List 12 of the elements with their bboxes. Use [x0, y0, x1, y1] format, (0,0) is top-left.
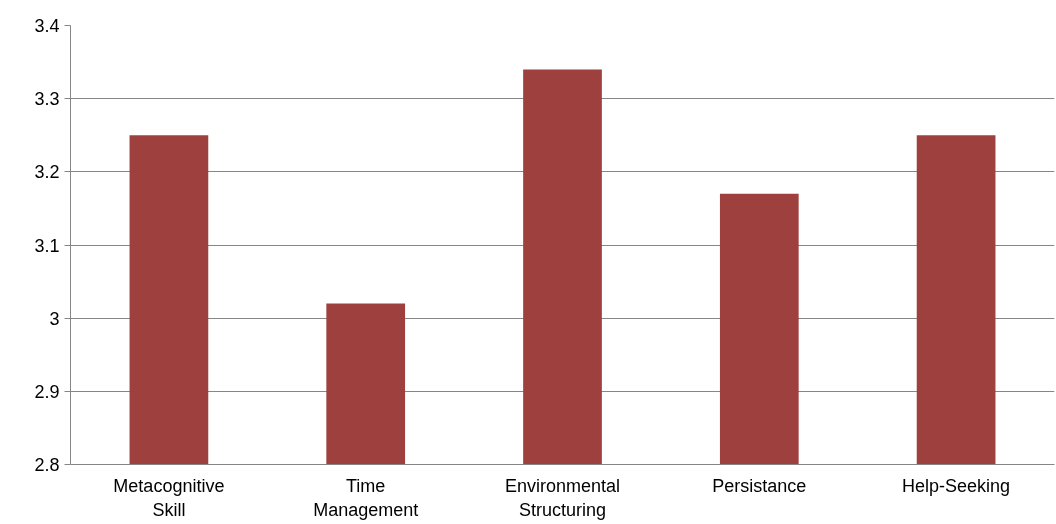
y-tick-label: 2.8	[34, 455, 60, 475]
y-tick-label: 2.9	[34, 381, 60, 402]
y-tick-label: 3.2	[34, 162, 60, 183]
x-tick-label: Help-Seeking	[902, 475, 1011, 496]
y-tick-label: 3	[49, 308, 60, 329]
x-tick-label: Time Management	[313, 475, 419, 520]
x-tick-label: Persistance	[712, 475, 807, 496]
x-tick-label: Metacognitive Skill	[113, 475, 225, 520]
y-tick-label: 3.1	[34, 235, 60, 256]
y-tick-label: 3.4	[34, 16, 60, 36]
y-tick-label: 3.3	[34, 89, 60, 110]
x-tick-label: Environmental Structuring	[504, 475, 621, 520]
